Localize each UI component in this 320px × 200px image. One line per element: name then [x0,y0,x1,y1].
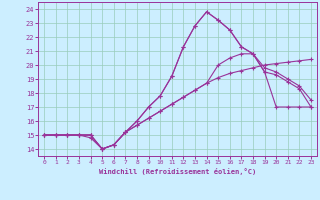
X-axis label: Windchill (Refroidissement éolien,°C): Windchill (Refroidissement éolien,°C) [99,168,256,175]
